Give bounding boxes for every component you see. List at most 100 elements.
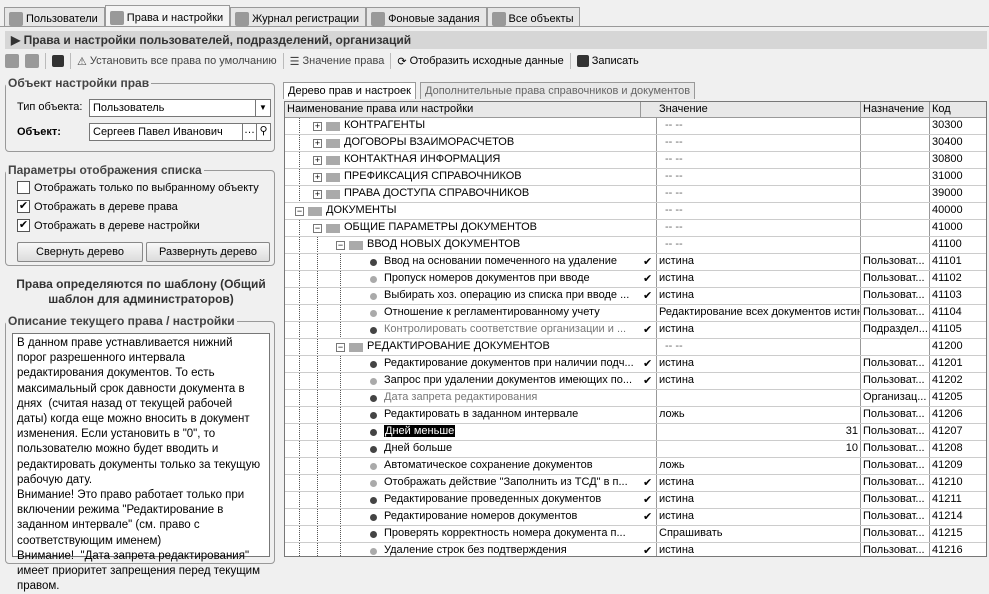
value-cell[interactable]: -- -- <box>657 118 861 134</box>
search-icon[interactable]: ⚲ <box>256 124 270 140</box>
expand-icon[interactable]: + <box>313 121 322 131</box>
table-row[interactable]: Ввод на основании помеченного на удалени… <box>285 254 986 271</box>
option-checkbox-2[interactable]: ✔ Отображать в дереве настройки <box>17 219 200 232</box>
table-row[interactable]: Редактирование проведенных документов ✔ ис… <box>285 492 986 509</box>
table-row[interactable]: Отношение к регламентированному учету Ред… <box>285 305 986 322</box>
tree-expand-icon[interactable] <box>5 54 19 68</box>
table-row[interactable]: Контролировать соответствие организации … <box>285 322 986 339</box>
tree-line <box>299 118 300 134</box>
table-row[interactable]: Дней больше 10 Пользоват... 41208 <box>285 441 986 458</box>
option-checkbox-0[interactable]: Отображать только по выбранному объекту <box>17 181 259 194</box>
checkbox[interactable]: ✔ <box>17 200 30 213</box>
value-cell[interactable]: -- -- <box>657 186 861 202</box>
expand-icon[interactable]: + <box>313 172 322 182</box>
table-row[interactable]: + ПРАВА ДОСТУПА СПРАВОЧНИКОВ -- -- 39000 <box>285 186 986 203</box>
checkbox[interactable] <box>17 181 30 194</box>
set-default-button[interactable]: ⚠ Установить все права по умолчанию <box>77 55 277 68</box>
tree-line <box>299 220 300 236</box>
table-row[interactable]: Редактировать в заданном интервале ложь По… <box>285 407 986 424</box>
value-cell[interactable]: -- -- <box>657 152 861 168</box>
value-cell[interactable] <box>657 390 861 406</box>
value-cell[interactable]: ложь <box>657 407 861 423</box>
table-row[interactable]: Автоматическое сохранение документов ложь… <box>285 458 986 475</box>
collapse-tree-button[interactable]: Свернуть дерево <box>17 242 143 262</box>
chevron-down-icon[interactable]: ▼ <box>255 100 270 116</box>
column-header-assign[interactable]: Назначение <box>861 102 930 117</box>
collapse-icon[interactable]: − <box>336 342 345 352</box>
tab-additional-rights[interactable]: Дополнительные права справочников и доку… <box>420 82 696 99</box>
table-row[interactable]: Редактирование документов при наличии по… <box>285 356 986 373</box>
table-row[interactable]: Пропуск номеров документов при вводе ✔ ист… <box>285 271 986 288</box>
value-text: Редактирование всех документов истина <box>659 306 861 318</box>
tab-2[interactable]: Журнал регистрации <box>230 7 367 27</box>
table-row[interactable]: + КОНТАКТНАЯ ИНФОРМАЦИЯ -- -- 30800 <box>285 152 986 169</box>
show-source-button[interactable]: ⟳ Отобразить исходные данные <box>397 55 563 68</box>
table-row[interactable]: − РЕДАКТИРОВАНИЕ ДОКУМЕНТОВ -- -- 41200 <box>285 339 986 356</box>
table-row[interactable]: Дней меньше 31 Пользоват... 41207 <box>285 424 986 441</box>
value-cell[interactable]: истина <box>657 543 861 556</box>
table-row[interactable]: − ОБЩИЕ ПАРАМЕТРЫ ДОКУМЕНТОВ -- -- 41000 <box>285 220 986 237</box>
column-header-name[interactable]: Наименование права или настройки <box>285 102 641 117</box>
table-row[interactable]: − ДОКУМЕНТЫ -- -- 40000 <box>285 203 986 220</box>
tree-line <box>299 509 300 525</box>
expand-icon[interactable]: + <box>313 155 322 165</box>
collapse-icon[interactable]: − <box>336 240 345 250</box>
object-field[interactable]: Сергеев Павел Иванович … ⚲ <box>89 123 271 141</box>
save-button[interactable]: Записать <box>576 55 639 67</box>
table-row[interactable]: Запрос при удалении документов имеющих п… <box>285 373 986 390</box>
table-row[interactable]: + КОНТРАГЕНТЫ -- -- 30300 <box>285 118 986 135</box>
column-header-code[interactable]: Код <box>932 103 951 115</box>
code-cell: 41210 <box>932 476 963 488</box>
table-row[interactable]: Удаление строк без подтверждения ✔ истина П… <box>285 543 986 556</box>
table-row[interactable]: Редактирование номеров документов ✔ истина… <box>285 509 986 526</box>
value-cell[interactable]: истина <box>657 322 861 338</box>
table-row[interactable]: + ПРЕФИКСАЦИЯ СПРАВОЧНИКОВ -- -- 31000 <box>285 169 986 186</box>
save-icon[interactable] <box>52 55 64 67</box>
value-cell[interactable]: истина <box>657 356 861 372</box>
value-cell[interactable]: -- -- <box>657 220 861 236</box>
collapse-icon[interactable]: − <box>295 206 304 216</box>
value-cell[interactable]: Редактирование всех документов истина <box>657 305 861 321</box>
value-cell[interactable]: истина <box>657 254 861 270</box>
value-cell[interactable]: -- -- <box>657 339 861 355</box>
tab-1[interactable]: Права и настройки <box>104 5 231 27</box>
value-cell[interactable]: -- -- <box>657 135 861 151</box>
value-cell[interactable]: -- -- <box>657 169 861 185</box>
expand-tree-button[interactable]: Развернуть дерево <box>146 242 270 262</box>
tab-4[interactable]: Все объекты <box>486 7 581 27</box>
checkbox[interactable]: ✔ <box>17 219 30 232</box>
collapse-icon[interactable]: − <box>313 223 322 233</box>
value-cell[interactable]: 31 <box>657 424 861 440</box>
value-cell[interactable]: истина <box>657 271 861 287</box>
value-cell[interactable]: ложь <box>657 458 861 474</box>
description-text[interactable]: В данном праве устнавливается нижний пор… <box>12 333 270 592</box>
value-cell[interactable]: -- -- <box>657 237 861 253</box>
value-button[interactable]: ☰ Значение права <box>290 55 385 68</box>
tab-3[interactable]: Фоновые задания <box>366 7 487 27</box>
check-icon: ✔ <box>643 494 653 506</box>
table-row[interactable]: + ДОГОВОРЫ ВЗАИМОРАСЧЕТОВ -- -- 30400 <box>285 135 986 152</box>
table-row[interactable]: − ВВОД НОВЫХ ДОКУМЕНТОВ -- -- 41100 <box>285 237 986 254</box>
tree-line <box>340 509 341 525</box>
table-row[interactable]: Отображать действие "Заполнить из ТСД" в… <box>285 475 986 492</box>
option-checkbox-1[interactable]: ✔ Отображать в дереве права <box>17 200 178 213</box>
tab-0[interactable]: Пользователи <box>4 7 105 27</box>
column-header-value[interactable]: Значение <box>657 102 861 117</box>
value-cell[interactable]: 10 <box>657 441 861 457</box>
expand-icon[interactable]: + <box>313 189 322 199</box>
tree-collapse-icon[interactable] <box>25 54 39 68</box>
value-cell[interactable]: истина <box>657 492 861 508</box>
select-button[interactable]: … <box>242 124 256 140</box>
value-cell[interactable]: истина <box>657 373 861 389</box>
value-cell[interactable]: истина <box>657 509 861 525</box>
value-cell[interactable]: Спрашивать <box>657 526 861 542</box>
value-cell[interactable]: истина <box>657 288 861 304</box>
table-row[interactable]: Выбирать хоз. операцию из списка при вво… <box>285 288 986 305</box>
tab-rights-tree[interactable]: Дерево прав и настроек <box>283 82 416 99</box>
expand-icon[interactable]: + <box>313 138 322 148</box>
value-cell[interactable]: -- -- <box>657 203 861 219</box>
table-row[interactable]: Проверять корректность номера документа … <box>285 526 986 543</box>
table-row[interactable]: Дата запрета редактирования Организац... 4… <box>285 390 986 407</box>
type-select[interactable]: Пользователь ▼ <box>89 99 271 117</box>
value-cell[interactable]: истина <box>657 475 861 491</box>
